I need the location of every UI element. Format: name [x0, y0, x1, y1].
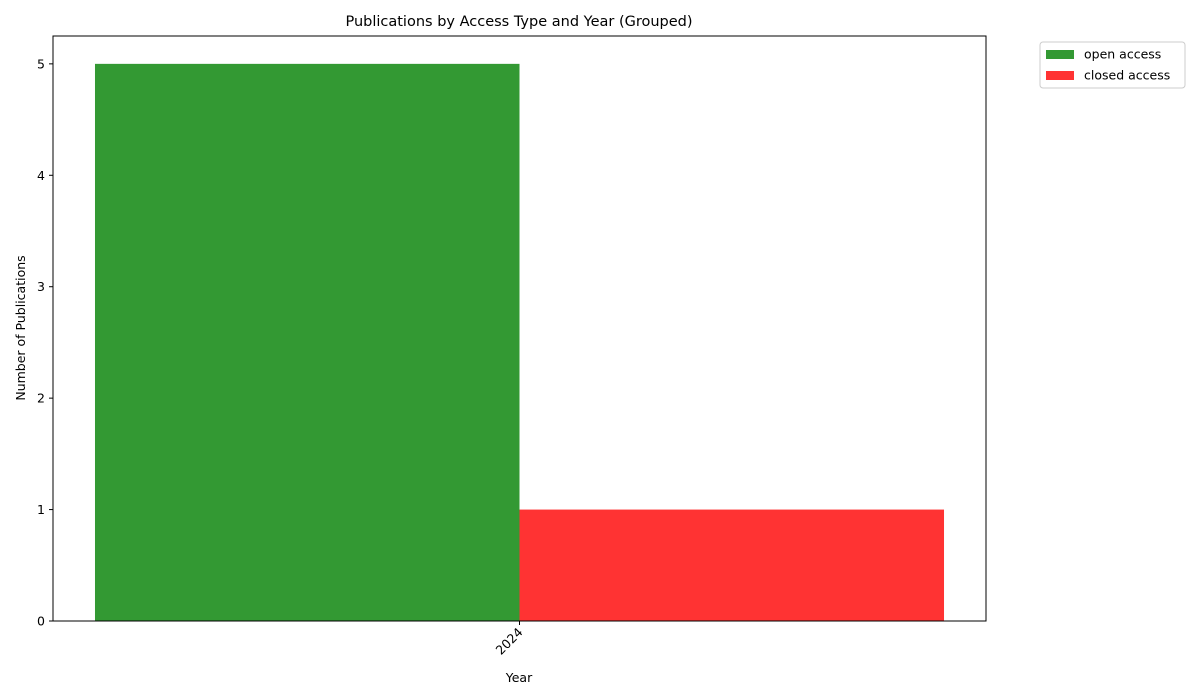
y-tick-label: 3 [37, 279, 45, 294]
plot-area [94, 63, 945, 622]
legend-label-open-access: open access [1084, 47, 1161, 62]
y-axis-label: Number of Publications [13, 255, 28, 400]
legend-swatch-open-access [1046, 50, 1074, 59]
y-tick-label: 5 [37, 56, 45, 71]
legend-box [1039, 41, 1186, 89]
x-axis-label: Year [505, 670, 533, 685]
y-tick-label: 2 [37, 391, 45, 406]
legend: open access closed access [1039, 41, 1186, 89]
bar-open-access-2024 [94, 63, 520, 622]
chart-title: Publications by Access Type and Year (Gr… [345, 14, 692, 30]
legend-label-closed-access: closed access [1084, 68, 1170, 83]
legend-swatch-closed-access [1046, 71, 1074, 80]
x-tick-label: 2024 [493, 624, 526, 657]
y-tick-label: 0 [37, 614, 45, 629]
y-tick-label: 4 [37, 168, 45, 183]
bar-closed-access-2024 [519, 509, 945, 621]
y-tick-label: 1 [37, 502, 45, 517]
